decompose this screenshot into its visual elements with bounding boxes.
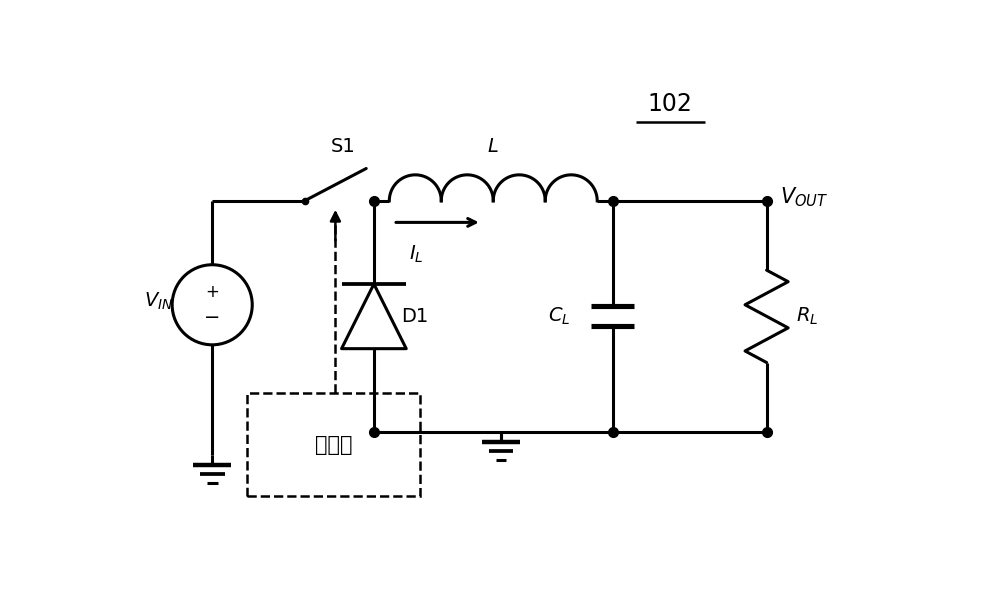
Text: 控制器: 控制器 (315, 435, 352, 455)
Text: $I_L$: $I_L$ (409, 244, 424, 265)
Text: $V_{OUT}$: $V_{OUT}$ (780, 185, 829, 209)
Text: $R_L$: $R_L$ (796, 306, 818, 327)
Text: S1: S1 (331, 137, 355, 156)
Text: +: + (205, 283, 219, 300)
Text: L: L (488, 137, 499, 155)
Text: D1: D1 (401, 307, 428, 326)
Text: $V_{IN}$: $V_{IN}$ (144, 290, 174, 312)
Text: 102: 102 (648, 92, 693, 116)
Text: $C_L$: $C_L$ (548, 306, 570, 327)
Bar (247, 393, 420, 495)
Text: −: − (204, 308, 220, 327)
